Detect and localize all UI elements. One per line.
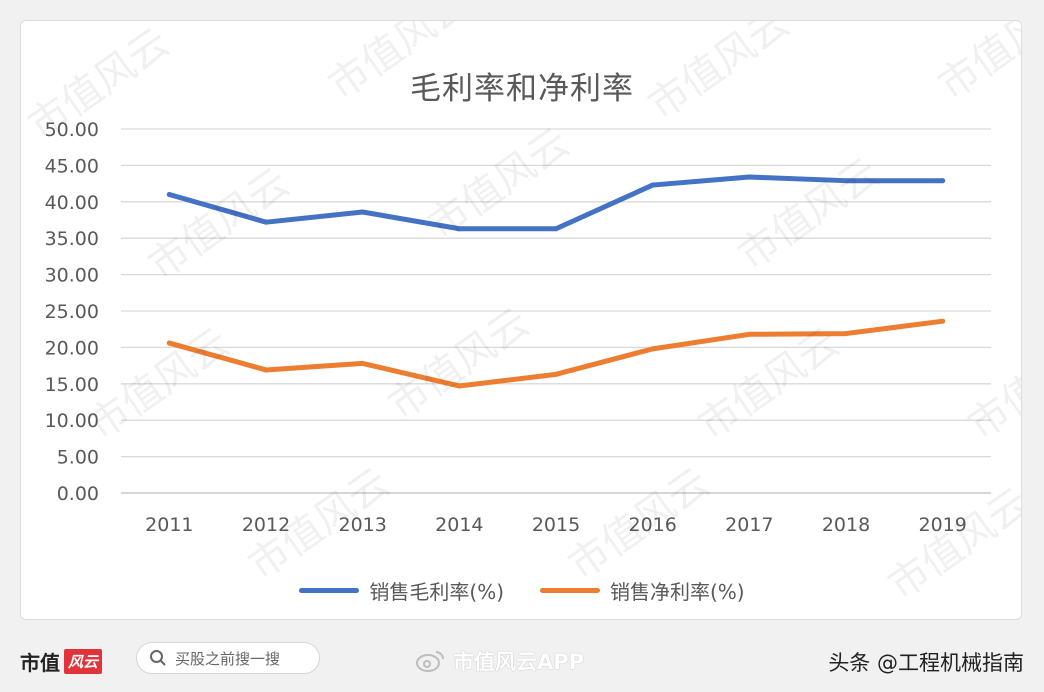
y-tick-label: 5.00 xyxy=(57,447,99,469)
data-point xyxy=(360,360,366,366)
legend-label-gross-margin: 销售毛利率(%) xyxy=(369,580,504,604)
legend-swatch-gross-margin xyxy=(299,588,360,593)
search-box[interactable]: 买股之前搜一搜 xyxy=(136,642,320,674)
watermark-text: 市值风云 xyxy=(320,21,477,109)
data-point xyxy=(360,209,366,215)
y-tick-label: 20.00 xyxy=(45,337,99,359)
data-point xyxy=(843,178,849,184)
y-tick-label: 10.00 xyxy=(45,410,99,432)
data-point xyxy=(650,182,656,188)
watermark-text: 市值风云 xyxy=(960,320,1022,449)
chart-title: 毛利率和净利率 xyxy=(410,71,634,107)
x-tick-label: 2018 xyxy=(822,514,870,536)
chart-card: 毛利率和净利率 0.00 5.00 10.00 15.00 20.00 25.00 30.0… xyxy=(20,20,1022,620)
data-point xyxy=(456,226,462,232)
search-placeholder: 买股之前搜一搜 xyxy=(175,649,281,668)
data-point xyxy=(263,367,269,373)
x-tick-label: 2017 xyxy=(725,514,773,536)
chart-legend: 销售毛利率(%) 销售净利率(%) xyxy=(21,576,1021,605)
x-tick-label: 2011 xyxy=(145,514,193,536)
search-icon xyxy=(150,650,166,666)
x-tick-label: 2013 xyxy=(338,514,386,536)
logo-box: 风云 xyxy=(64,649,103,674)
x-tick-label: 2016 xyxy=(628,514,676,536)
watermark-text: 市值风云 xyxy=(930,21,1022,109)
x-tick-label: 2015 xyxy=(532,514,580,536)
x-tick-label: 2012 xyxy=(242,514,290,536)
data-point xyxy=(940,318,946,324)
legend-item-gross-margin: 销售毛利率(%) xyxy=(299,576,504,605)
brand-logo[interactable]: 市值 风云 xyxy=(20,647,103,676)
y-tick-label: 45.00 xyxy=(45,155,99,177)
line-chart: 0.00 5.00 10.00 15.00 20.00 25.00 30.00 35.00 40… xyxy=(21,21,1022,609)
data-point xyxy=(166,340,172,346)
watermark-text: 市值风云 xyxy=(380,300,537,429)
y-tick-label: 15.00 xyxy=(45,374,99,396)
watermark-text: 市值风云 xyxy=(560,460,717,589)
data-point xyxy=(166,192,172,198)
x-tick-label: 2014 xyxy=(435,514,483,536)
y-tick-label: 25.00 xyxy=(45,301,99,323)
y-tick-label: 40.00 xyxy=(45,192,99,214)
data-point xyxy=(746,174,752,180)
watermark-text: 市值风云 xyxy=(640,21,797,129)
weibo-text: 市值风云APP xyxy=(453,650,585,674)
watermark-text: 市值风云 xyxy=(730,150,887,279)
y-tick-label: 35.00 xyxy=(45,228,99,250)
data-point xyxy=(746,331,752,337)
y-tick-label: 30.00 xyxy=(45,265,99,287)
logo-text: 市值 xyxy=(20,651,60,675)
legend-label-net-margin: 销售净利率(%) xyxy=(610,580,745,604)
watermark-text: 市值风云 xyxy=(80,320,237,449)
y-tick-label: 50.00 xyxy=(45,119,99,141)
data-point xyxy=(553,226,559,232)
watermark-text: 市值风云 xyxy=(140,160,297,289)
data-point xyxy=(650,346,656,352)
legend-swatch-net-margin xyxy=(540,588,600,593)
data-point xyxy=(263,219,269,225)
weibo-icon xyxy=(416,651,444,672)
author-credit: 头条 @工程机械指南 xyxy=(828,651,1024,675)
x-tick-label: 2019 xyxy=(918,514,966,536)
data-point xyxy=(940,178,946,184)
data-point xyxy=(553,371,559,377)
footer-bar: 市值 风云 买股之前搜一搜 市值风云APP 头条 @工程机械指南 xyxy=(0,630,1044,692)
data-point xyxy=(456,383,462,389)
data-point xyxy=(843,331,849,337)
y-tick-label: 0.00 xyxy=(57,483,99,505)
watermark-text: 市值风云 xyxy=(21,21,178,149)
weibo-watermark: 市值风云APP xyxy=(415,646,584,676)
legend-item-net-margin: 销售净利率(%) xyxy=(540,576,745,605)
